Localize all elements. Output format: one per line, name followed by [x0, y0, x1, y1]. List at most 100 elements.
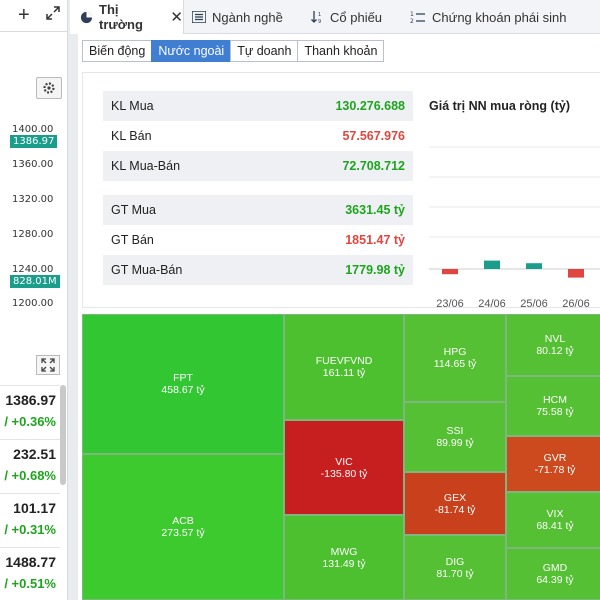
svg-text:2: 2 — [410, 18, 414, 24]
price-tick: 1320.00 — [12, 194, 54, 205]
x-tick-label: 26/06 — [562, 298, 590, 310]
price-tick: 1360.00 — [12, 159, 54, 170]
treemap-cell-hcm[interactable]: HCM 75.58 tỷ — [506, 376, 600, 436]
stat-row: GT Mua-Bán 1779.98 tỷ — [103, 255, 413, 285]
fullscreen-icon — [41, 358, 55, 372]
treemap-cell-acb[interactable]: ACB 273.57 tỷ — [82, 454, 284, 600]
treemap-ticker: ACB — [172, 515, 194, 527]
x-tick-label: 24/06 — [478, 298, 506, 310]
treemap-cell-gmd[interactable]: GMD 64.39 tỷ — [506, 548, 600, 600]
treemap-cell-gvr[interactable]: GVR -71.78 tỷ — [506, 436, 600, 492]
treemap-cell-vix[interactable]: VIX 68.41 tỷ — [506, 492, 600, 548]
tab-label: Thị trường — [99, 2, 143, 32]
treemap-cell-dig[interactable]: DIG 81.70 tỷ — [404, 535, 506, 600]
treemap-value: -135.80 tỷ — [320, 467, 368, 480]
chart-bar[interactable] — [568, 269, 584, 278]
fullscreen-button[interactable] — [36, 355, 60, 375]
treemap-ticker: FUEVFVND — [315, 355, 373, 367]
left-toolbar: + — [0, 0, 67, 32]
pie-chart-icon — [80, 11, 93, 24]
treemap-value: 161.11 tỷ — [322, 367, 366, 379]
treemap-ticker: FPT — [173, 372, 193, 384]
tab-thi-truong[interactable]: Thị trường ✕ — [70, 0, 184, 34]
stat-label: GT Mua — [111, 203, 156, 217]
stat-label: GT Mua-Bán — [111, 263, 183, 277]
treemap-value: 89.99 tỷ — [436, 437, 474, 449]
expand-icon[interactable] — [46, 6, 60, 20]
index-row[interactable]: 1386.97 / +0.36% — [0, 385, 60, 439]
treemap-ticker: NVL — [544, 333, 566, 345]
treemap-cell-gex[interactable]: GEX -81.74 tỷ — [404, 472, 506, 535]
treemap-ticker: GMD — [542, 562, 568, 574]
subtab-tu-doanh[interactable]: Tự doanh — [230, 40, 299, 62]
close-icon[interactable]: ✕ — [170, 9, 183, 26]
subtab-nuoc-ngoai[interactable]: Nước ngoài — [151, 40, 232, 62]
index-value: 1488.77 — [5, 554, 56, 570]
tab-label: Chứng khoán phái sinh — [432, 9, 567, 25]
tab-label: Cổ phiếu — [330, 9, 383, 25]
subtab-thanh-khoan[interactable]: Thanh khoản — [297, 40, 385, 62]
settings-button[interactable] — [36, 77, 62, 99]
treemap-ticker: GVR — [543, 452, 567, 464]
index-row[interactable]: 1488.77 / +0.51% — [0, 547, 60, 600]
index-value: 1386.97 — [5, 392, 56, 408]
stat-value: 57.567.976 — [342, 129, 405, 143]
treemap-value: 81.70 tỷ — [436, 567, 474, 580]
treemap-ticker: HCM — [543, 394, 567, 406]
x-tick-label: 23/06 — [436, 298, 464, 310]
svg-text:1: 1 — [318, 12, 321, 18]
treemap-cell-ssi[interactable]: SSI 89.99 tỷ — [404, 402, 506, 472]
x-tick-label: 25/06 — [520, 298, 548, 310]
index-value: 101.17 — [13, 500, 56, 516]
chart-bar[interactable] — [442, 269, 458, 275]
svg-text:1: 1 — [410, 11, 414, 18]
stat-label: GT Bán — [111, 233, 154, 247]
treemap-value: -71.78 tỷ — [534, 464, 576, 476]
treemap-ticker: VIC — [335, 455, 353, 468]
stat-row: KL Bán 57.567.976 — [103, 121, 413, 151]
price-tick: 1280.00 — [12, 229, 54, 240]
stat-value: 130.276.688 — [335, 99, 405, 113]
index-row[interactable]: 101.17 / +0.31% — [0, 493, 60, 547]
treemap-ticker: MWG — [330, 545, 358, 558]
chart-bar[interactable] — [484, 260, 500, 269]
svg-text:9: 9 — [318, 19, 321, 24]
treemap-value: -81.74 tỷ — [434, 503, 476, 516]
index-change: / +0.68% — [4, 468, 56, 483]
index-change: / +0.31% — [4, 522, 56, 537]
treemap-cell-vic[interactable]: VIC -135.80 tỷ — [284, 420, 404, 515]
treemap-ticker: DIG — [445, 555, 465, 568]
stat-value: 3631.45 tỷ — [345, 203, 405, 217]
treemap-cell-mwg[interactable]: MWG 131.49 tỷ — [284, 515, 404, 600]
treemap-value: 68.41 tỷ — [536, 520, 574, 532]
treemap-cell-hpg[interactable]: HPG 114.65 tỷ — [404, 314, 506, 402]
volume-tag: 828.01M — [10, 275, 60, 288]
treemap-ticker: SSI — [446, 425, 464, 437]
index-row[interactable]: 232.51 / +0.68% — [0, 439, 60, 493]
subtab-bien-dong[interactable]: Biến động — [82, 40, 153, 62]
treemap-value: 80.12 tỷ — [536, 345, 574, 357]
scrollbar[interactable] — [60, 385, 66, 485]
stat-row: KL Mua-Bán 72.708.712 — [103, 151, 413, 181]
add-icon[interactable]: + — [18, 4, 30, 26]
tab-nganh-nghe[interactable]: Ngành nghề — [192, 0, 283, 34]
chart-bar[interactable] — [526, 263, 542, 269]
treemap-value: 75.58 tỷ — [536, 406, 574, 418]
treemap-cell-fuevfvnd[interactable]: FUEVFVND 161.11 tỷ — [284, 314, 404, 420]
stat-value: 1851.47 tỷ — [345, 233, 405, 247]
chart-title: Giá trị NN mua ròng (tỷ) — [429, 99, 570, 113]
foreign-treemap: FPT 458.67 tỷ ACB 273.57 tỷ FUEVFVND 161.11 t… — [82, 314, 600, 600]
treemap-value: 273.57 tỷ — [161, 527, 205, 539]
stat-row: GT Mua 3631.45 tỷ — [103, 195, 413, 225]
stat-row: GT Bán 1851.47 tỷ — [103, 225, 413, 255]
market-content: Biến động Nước ngoài Tự doanh Thanh khoả… — [78, 34, 600, 600]
price-tick: 1400.00 — [12, 124, 54, 135]
treemap-ticker: HPG — [443, 346, 467, 358]
treemap-cell-fpt[interactable]: FPT 458.67 tỷ — [82, 314, 284, 454]
treemap-cell-nvl[interactable]: NVL 80.12 tỷ — [506, 314, 600, 376]
